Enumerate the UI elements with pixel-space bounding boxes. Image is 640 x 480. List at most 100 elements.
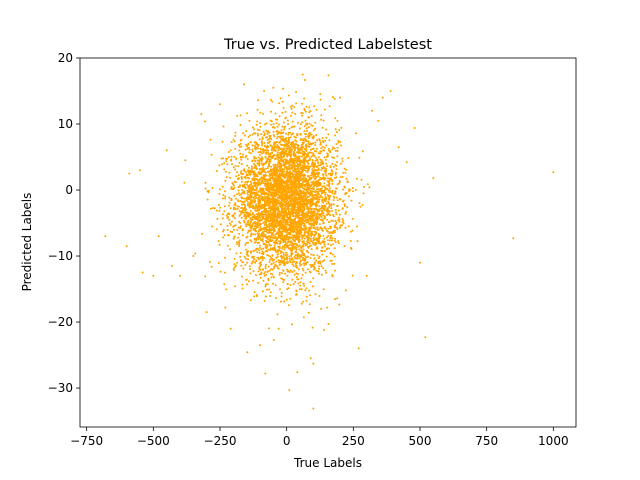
data-point-2823	[308, 116, 310, 119]
data-point-4008	[271, 258, 274, 261]
data-point-3967	[273, 204, 276, 207]
data-point-3799	[278, 234, 280, 237]
data-point-4378	[273, 182, 276, 185]
data-point-41	[323, 146, 326, 149]
data-point-1899	[234, 131, 237, 134]
data-point-3300	[302, 282, 305, 285]
data-point-4905	[261, 213, 264, 216]
data-point-1073	[223, 205, 226, 208]
data-point-2868	[326, 211, 329, 214]
data-point-4040	[317, 184, 320, 187]
data-point-4675	[305, 139, 307, 142]
data-point-3208	[241, 200, 244, 203]
data-point-2622	[304, 271, 307, 274]
data-point-4550	[326, 247, 329, 250]
data-point-629	[276, 144, 279, 146]
data-point-4705	[296, 206, 299, 209]
data-point-2400	[230, 141, 233, 144]
data-point-1380	[229, 176, 232, 179]
data-point-4573	[266, 187, 269, 190]
data-point-3017	[226, 234, 229, 237]
data-point-3711	[292, 146, 295, 149]
data-point-4478	[260, 233, 263, 236]
data-point-4828	[280, 179, 283, 182]
data-point-1208	[264, 271, 267, 273]
data-point-4959	[278, 202, 281, 205]
data-point-2818	[230, 199, 233, 202]
data-point-4506	[314, 238, 317, 241]
data-point-4417	[251, 261, 254, 264]
data-point-3824	[312, 185, 315, 188]
data-point-4162	[272, 246, 275, 249]
data-point-599	[361, 204, 364, 206]
data-point-4619	[267, 179, 270, 182]
data-point-673	[337, 141, 340, 144]
data-point-4944	[321, 246, 324, 249]
data-point-461	[245, 171, 248, 174]
data-point-4858	[253, 221, 256, 224]
data-point-3938	[308, 151, 311, 154]
data-point-1319	[334, 149, 337, 152]
data-point-3597	[249, 190, 251, 193]
data-point-4135	[267, 170, 269, 173]
data-point-4300	[293, 189, 296, 191]
data-point-3572	[283, 188, 286, 191]
data-point-2826	[248, 196, 251, 199]
data-point-3110	[290, 323, 293, 326]
data-point-2457	[230, 186, 233, 188]
data-point-2258	[307, 246, 310, 249]
data-point-1486	[309, 281, 312, 283]
data-point-3653	[325, 136, 328, 139]
data-point-1056	[270, 123, 273, 126]
data-point-3003	[324, 139, 327, 142]
data-point-4398	[302, 245, 305, 248]
data-point-2532	[305, 143, 307, 146]
data-point-4679	[338, 226, 341, 229]
data-point-3831	[270, 262, 273, 265]
data-point-3929	[239, 124, 242, 126]
data-point-1231	[278, 273, 281, 276]
data-point-3883	[330, 203, 333, 206]
data-point-3435	[285, 257, 288, 260]
data-point-4236	[298, 200, 301, 203]
data-point-4277	[275, 194, 278, 197]
data-point-1326	[285, 132, 287, 135]
data-point-894	[223, 234, 226, 237]
data-point-2170	[314, 293, 317, 296]
data-point-3762	[323, 226, 326, 228]
data-point-3881	[336, 205, 339, 207]
data-point-2058	[335, 222, 338, 225]
data-point-4731	[274, 118, 277, 121]
data-point-3185	[267, 254, 270, 257]
data-point-2580	[314, 141, 317, 144]
data-point-1267	[204, 275, 207, 278]
data-point-4064	[305, 235, 308, 238]
data-point-4560	[302, 240, 305, 243]
data-point-893	[327, 74, 330, 77]
data-point-4561	[304, 199, 307, 202]
data-point-4714	[295, 189, 297, 192]
data-point-753	[232, 269, 235, 271]
data-point-2425	[312, 162, 315, 165]
data-point-4016	[283, 190, 286, 193]
data-point-3543	[253, 295, 256, 298]
data-point-4484	[261, 137, 264, 140]
data-point-363	[244, 263, 247, 266]
data-point-3912	[304, 289, 307, 292]
data-point-4395	[268, 198, 271, 201]
data-point-3736	[278, 123, 280, 126]
data-point-1728	[303, 284, 306, 287]
data-point-1270	[278, 115, 281, 118]
data-point-4783	[328, 247, 331, 250]
data-point-4350	[258, 196, 261, 198]
data-point-4816	[239, 114, 242, 117]
data-point-4775	[304, 195, 307, 198]
data-point-3286	[227, 156, 230, 159]
data-point-4830	[278, 186, 281, 188]
data-point-2786	[304, 169, 307, 172]
data-point-4425	[282, 135, 284, 138]
data-point-522	[288, 243, 291, 246]
data-point-4787	[248, 206, 251, 209]
data-point-2489	[269, 222, 272, 225]
data-point-4034	[293, 135, 296, 138]
